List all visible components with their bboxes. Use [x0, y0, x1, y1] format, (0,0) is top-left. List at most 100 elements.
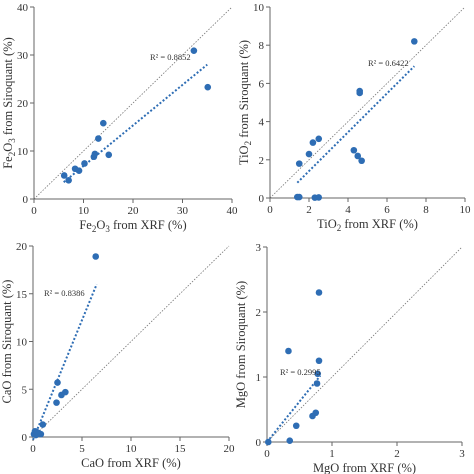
r-squared-label: R² = 0.2995 — [280, 367, 321, 377]
x-tick-label: 40 — [227, 205, 239, 217]
r-squared-label: R² = 0.6422 — [368, 58, 409, 68]
x-tick-label: 20 — [224, 443, 236, 455]
x-tick-label: 1 — [329, 448, 335, 460]
reference-line — [32, 245, 230, 438]
x-axis-title: TiO2 from XRF (%) — [317, 217, 418, 233]
y-tick-label: 4 — [259, 117, 265, 129]
data-point — [312, 409, 320, 417]
data-point — [354, 152, 362, 160]
data-point — [81, 160, 88, 167]
x-tick-label: 0 — [31, 205, 37, 217]
y-tick-label: 1 — [256, 372, 262, 384]
reference-line — [33, 6, 233, 200]
x-tick-label: 10 — [126, 443, 138, 455]
y-axis-title: CaO from Siroquant (%) — [0, 280, 14, 404]
data-point — [292, 422, 300, 430]
y-tick-label: 3 — [256, 242, 262, 254]
x-tick-label: 8 — [423, 204, 429, 216]
x-axis-title: CaO from XRF (%) — [81, 456, 181, 470]
data-point — [286, 437, 294, 445]
y-tick-label: 40 — [17, 2, 29, 14]
r-squared-label: R² = 0.8852 — [150, 52, 191, 62]
y-axis-title: TiO2 from Siroquant (%) — [237, 40, 253, 165]
data-point — [39, 421, 47, 428]
y-tick-label: 0 — [22, 432, 28, 444]
data-point — [190, 47, 198, 54]
x-tick-label: 0 — [30, 443, 36, 455]
y-axis-title: MgO from Siroquant (%) — [234, 281, 248, 408]
x-axis-title: Fe2O3 from XRF (%) — [79, 218, 186, 234]
data-point — [53, 399, 60, 406]
data-point — [314, 370, 322, 378]
chart-fe2o3: 0 10 20 30 40 0 10 20 30 40 Fe2O3 from XRF (%) Fe2O… — [1, 2, 238, 234]
data-point — [315, 135, 323, 143]
y-tick-label: 0 — [256, 437, 262, 449]
y-tick-label: 10 — [17, 146, 29, 158]
x-tick-label: 2 — [306, 204, 312, 216]
data-point — [305, 150, 313, 158]
x-tick-label: 0 — [267, 204, 273, 216]
y-tick-label: 20 — [17, 98, 29, 110]
data-point — [411, 38, 418, 45]
x-tick-label: 10 — [460, 204, 472, 216]
data-point — [358, 157, 365, 165]
x-tick-label: 4 — [345, 204, 351, 216]
data-point — [100, 119, 107, 127]
y-tick-label: 30 — [17, 50, 29, 62]
trendline — [32, 283, 98, 441]
data-point — [315, 357, 323, 365]
x-tick-label: 5 — [79, 443, 85, 455]
x-tick-label: 10 — [78, 205, 90, 217]
data-point — [54, 379, 61, 386]
y-tick-label: 0 — [259, 193, 265, 205]
trendline — [296, 65, 416, 184]
y-axis-title: Fe2O3 from Siroquant (%) — [1, 37, 17, 169]
data-point — [265, 438, 272, 446]
data-point — [204, 83, 212, 91]
data-point — [91, 150, 99, 158]
r-squared-label: R² = 0.8386 — [44, 288, 85, 298]
data-point — [95, 135, 102, 142]
y-tick-label: 10 — [16, 337, 28, 349]
y-tick-label: 2 — [256, 307, 262, 319]
chart-tio2: 0 2 4 6 8 10 0 2 4 6 8 10 TiO2 from XRF (%) TiO2 from… — [237, 2, 471, 233]
y-tick-label: 2 — [259, 155, 265, 167]
data-point — [75, 167, 83, 174]
x-tick-label: 20 — [128, 205, 140, 217]
x-tick-label: 6 — [384, 204, 390, 216]
x-tick-label: 3 — [459, 448, 465, 460]
y-tick-label: 15 — [16, 289, 28, 301]
data-point — [315, 194, 323, 201]
y-tick-label: 10 — [253, 2, 265, 14]
trendline — [63, 63, 208, 183]
x-tick-label: 0 — [264, 448, 270, 460]
data-point — [37, 430, 45, 438]
data-point — [356, 87, 364, 95]
data-point — [350, 146, 358, 154]
data-point — [60, 172, 68, 179]
reference-line — [266, 246, 463, 443]
data-point — [92, 253, 100, 260]
x-tick-label: 15 — [175, 443, 187, 455]
y-tick-label: 5 — [22, 384, 28, 396]
y-tick-label: 20 — [16, 241, 28, 253]
chart-mgo: 0 1 2 3 0 1 2 3 MgO from XRF (%) MgO from Siroqua… — [234, 242, 465, 474]
data-point — [285, 347, 292, 355]
chart-cao: 0 5 10 15 20 0 5 10 15 20 CaO from XRF (%) CaO from… — [0, 241, 235, 470]
data-point — [65, 176, 72, 184]
x-axis-title: MgO from XRF (%) — [313, 461, 416, 474]
x-tick-label: 2 — [394, 448, 400, 460]
y-tick-label: 8 — [259, 40, 265, 52]
y-tick-label: 6 — [259, 78, 265, 90]
data-point — [315, 289, 323, 296]
data-point — [295, 193, 303, 201]
data-point — [313, 380, 321, 387]
x-tick-label: 30 — [177, 205, 189, 217]
reference-line — [269, 6, 466, 199]
data-point — [105, 151, 113, 159]
data-point — [295, 160, 303, 167]
y-tick-label: 0 — [23, 194, 29, 206]
data-point — [62, 388, 69, 396]
data-point — [309, 139, 317, 146]
